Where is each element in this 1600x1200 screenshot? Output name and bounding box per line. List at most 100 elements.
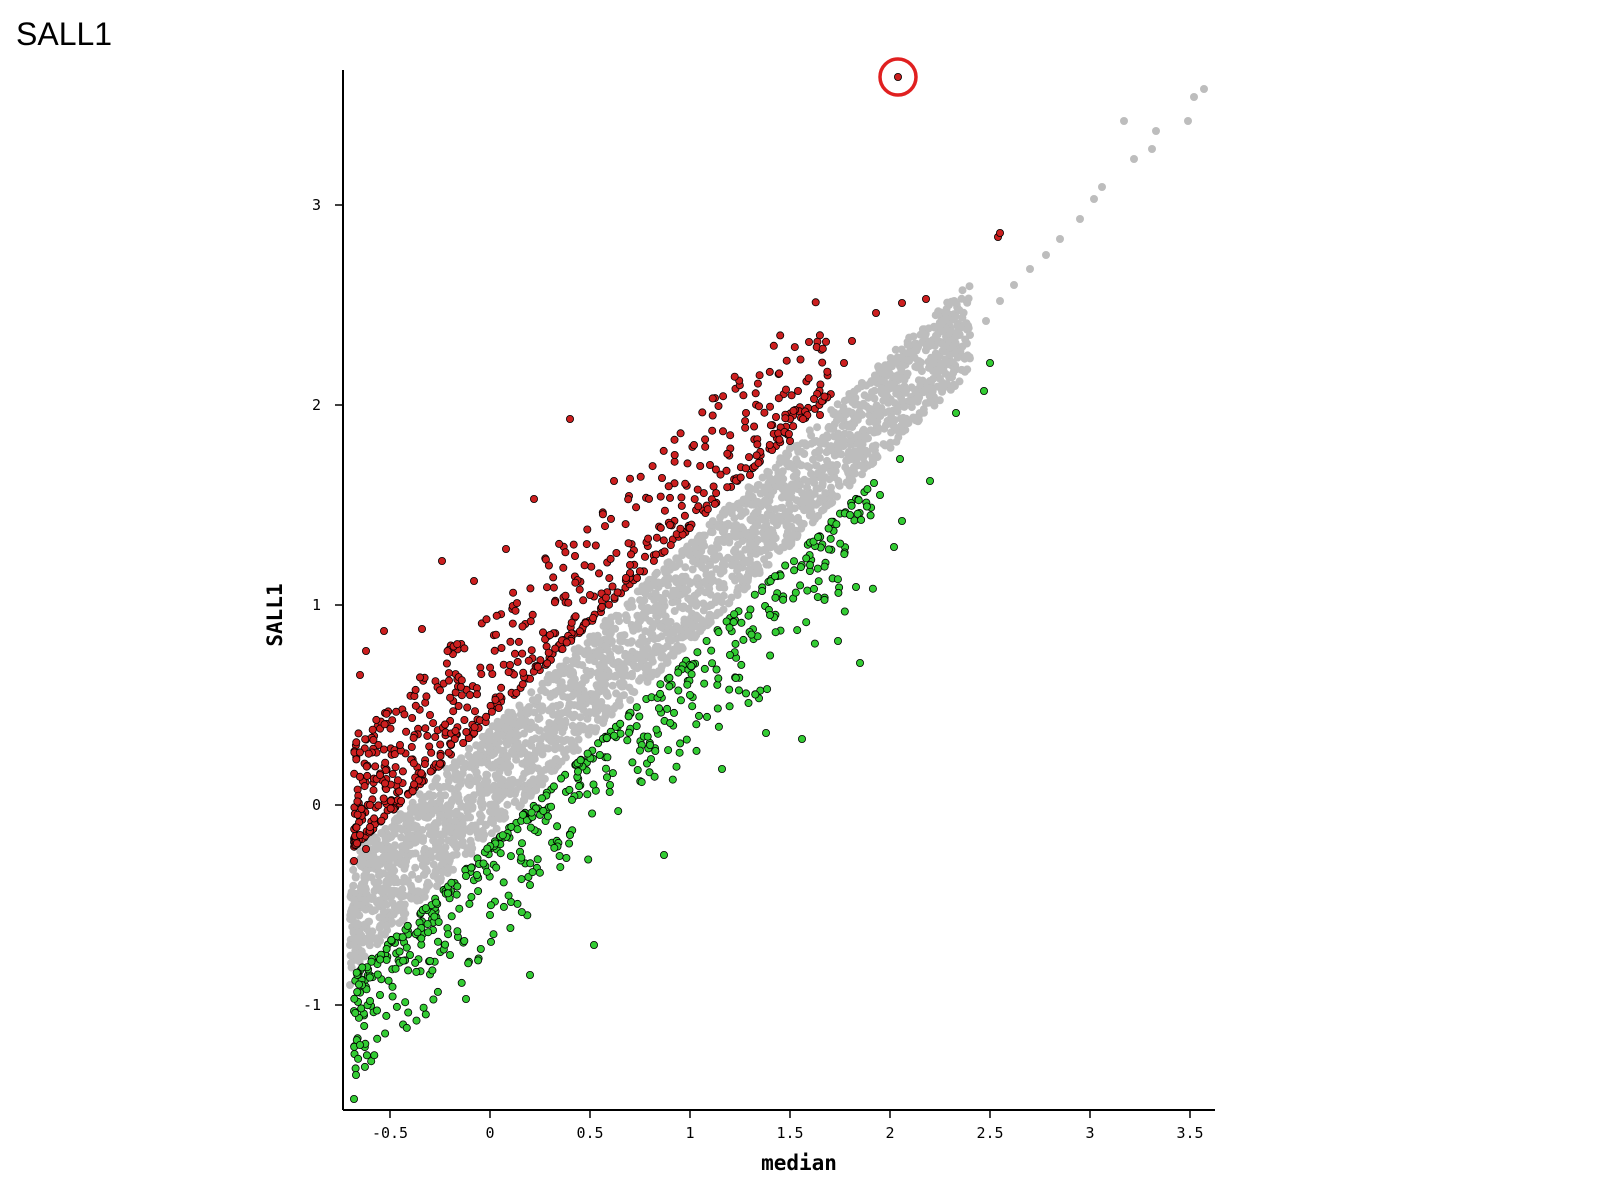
up-point bbox=[379, 745, 388, 754]
up-point bbox=[818, 344, 827, 353]
neutral-point bbox=[562, 656, 571, 665]
neutral-point bbox=[915, 363, 924, 372]
y-tick-label: 1 bbox=[312, 596, 321, 614]
neutral-point bbox=[361, 875, 370, 884]
neutral-point bbox=[663, 628, 671, 637]
neutral-point bbox=[870, 386, 879, 395]
neutral-point bbox=[591, 701, 600, 710]
down-point bbox=[725, 702, 734, 711]
neutral-point bbox=[430, 821, 439, 829]
down-point bbox=[518, 839, 527, 848]
up-point bbox=[652, 533, 661, 542]
neutral-point bbox=[663, 618, 672, 627]
neutral-point bbox=[681, 563, 690, 572]
neutral-point bbox=[500, 713, 509, 722]
up-point bbox=[477, 670, 486, 679]
down-point bbox=[517, 853, 526, 862]
down-point bbox=[779, 595, 788, 604]
neutral-point bbox=[873, 427, 882, 436]
neutral-point bbox=[398, 842, 407, 851]
neutral-point bbox=[651, 589, 660, 598]
up-point bbox=[736, 473, 745, 482]
neutral-point bbox=[793, 531, 802, 539]
neutral-point bbox=[846, 475, 855, 484]
up-point bbox=[380, 720, 389, 729]
neutral-point bbox=[586, 632, 595, 641]
neutral-point bbox=[436, 790, 445, 799]
neutral-point bbox=[719, 591, 728, 600]
neutral-point bbox=[1200, 85, 1208, 93]
neutral-point bbox=[958, 286, 967, 295]
neutral-point bbox=[663, 559, 672, 567]
up-point bbox=[818, 358, 827, 367]
up-point bbox=[626, 474, 635, 483]
down-point bbox=[457, 978, 466, 987]
neutral-point bbox=[856, 443, 865, 452]
up-point bbox=[375, 771, 384, 780]
neutral-point bbox=[866, 405, 874, 413]
neutral-point bbox=[903, 369, 912, 378]
down-point bbox=[656, 680, 665, 689]
up-point bbox=[659, 446, 668, 455]
neutral-point bbox=[444, 802, 453, 811]
up-point bbox=[775, 369, 784, 378]
up-point bbox=[514, 637, 523, 646]
down-point bbox=[517, 875, 526, 884]
neutral-point bbox=[643, 677, 652, 686]
neutral-point bbox=[599, 661, 608, 670]
neutral-point bbox=[859, 399, 868, 408]
down-point bbox=[857, 515, 866, 524]
neutral-point bbox=[436, 811, 444, 819]
down-point bbox=[381, 1029, 390, 1038]
neutral-point bbox=[356, 901, 364, 909]
up-point bbox=[486, 663, 495, 672]
neutral-point bbox=[910, 353, 919, 362]
down-point bbox=[492, 863, 501, 872]
down-point bbox=[428, 966, 437, 975]
neutral-point bbox=[787, 522, 796, 531]
neutral-point bbox=[775, 514, 784, 523]
down-point bbox=[713, 680, 722, 689]
neutral-point bbox=[414, 830, 423, 839]
up-point bbox=[753, 440, 762, 449]
up-point bbox=[364, 749, 373, 758]
up-point bbox=[591, 541, 600, 550]
down-point bbox=[625, 728, 634, 737]
neutral-point bbox=[505, 776, 514, 785]
neutral-point bbox=[892, 405, 901, 414]
neutral-point bbox=[926, 385, 935, 394]
up-point bbox=[789, 406, 798, 415]
up-point bbox=[810, 394, 819, 403]
neutral-point bbox=[698, 542, 707, 551]
neutral-point bbox=[576, 645, 585, 654]
neutral-point bbox=[947, 297, 956, 306]
up-point bbox=[741, 464, 750, 473]
neutral-point bbox=[775, 480, 784, 489]
down-point bbox=[602, 733, 611, 742]
up-point bbox=[533, 662, 542, 671]
up-point bbox=[739, 391, 748, 400]
down-point bbox=[360, 1062, 369, 1071]
up-point bbox=[491, 630, 500, 639]
neutral-point bbox=[835, 442, 844, 451]
down-point bbox=[739, 635, 748, 644]
up-point bbox=[365, 823, 374, 832]
up-point bbox=[526, 617, 535, 626]
neutral-point bbox=[480, 786, 489, 795]
neutral-point bbox=[490, 749, 499, 758]
down-point bbox=[665, 682, 674, 691]
neutral-point bbox=[922, 340, 931, 349]
up-point bbox=[436, 752, 445, 761]
neutral-point bbox=[465, 744, 474, 753]
neutral-point bbox=[502, 738, 511, 747]
down-point bbox=[496, 849, 505, 858]
down-point bbox=[401, 998, 410, 1007]
up-point bbox=[680, 511, 689, 520]
up-point bbox=[487, 707, 496, 716]
neutral-point bbox=[353, 954, 362, 963]
up-point bbox=[701, 442, 710, 451]
up-point bbox=[805, 337, 814, 346]
neutral-point bbox=[621, 671, 629, 680]
neutral-point bbox=[653, 568, 661, 577]
neutral-point bbox=[537, 769, 545, 778]
